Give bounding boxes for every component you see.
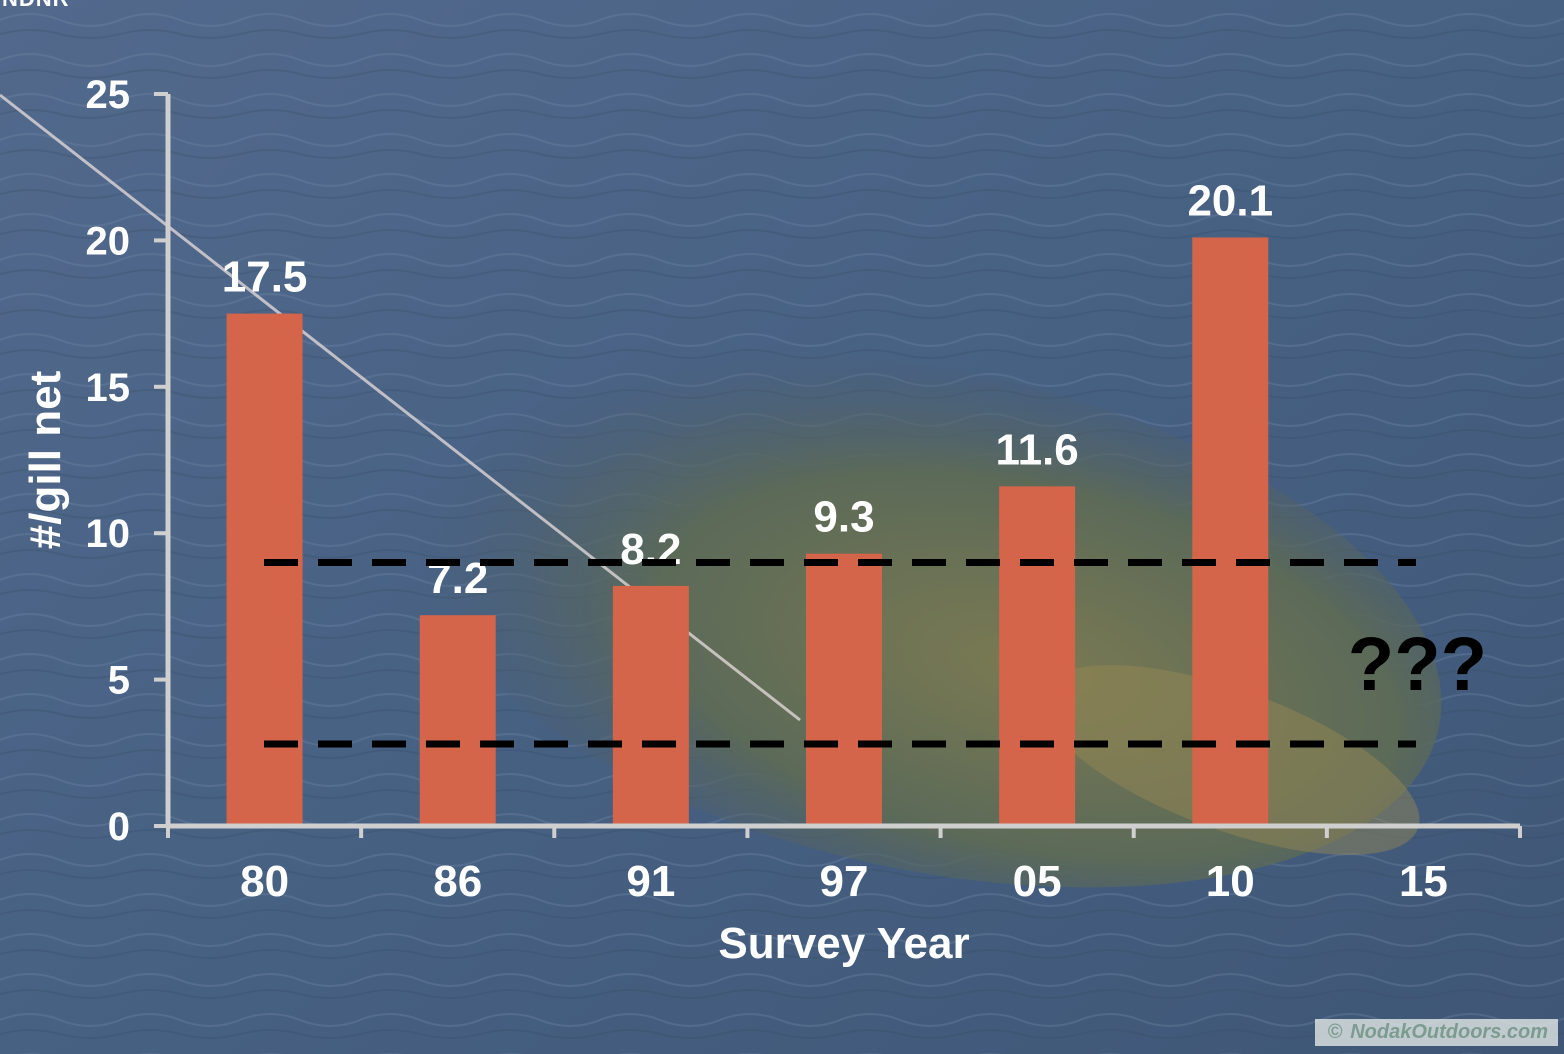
bar-97 bbox=[806, 553, 882, 826]
y-tick-label: 15 bbox=[86, 366, 131, 410]
data-label-10: 20.1 bbox=[1187, 176, 1273, 225]
annotation-question-marks: ??? bbox=[1348, 622, 1487, 707]
x-tick-label: 91 bbox=[626, 857, 675, 906]
bar-86 bbox=[419, 615, 496, 826]
bar-10 bbox=[1192, 237, 1269, 827]
x-tick-label: 80 bbox=[240, 857, 289, 906]
watermark: © NodakOutdoors.com bbox=[1315, 1019, 1558, 1046]
y-tick-label: 0 bbox=[108, 805, 130, 849]
watermark-text: NodakOutdoors.com bbox=[1350, 1021, 1548, 1043]
data-label-91: 8.2 bbox=[620, 525, 681, 574]
x-axis-title: Survey Year bbox=[718, 919, 969, 968]
copyright-symbol: © bbox=[1327, 1021, 1343, 1043]
bar-91 bbox=[612, 585, 689, 826]
y-tick-label: 5 bbox=[108, 659, 130, 703]
bar-80 bbox=[226, 313, 303, 827]
y-tick-label: 10 bbox=[86, 512, 131, 556]
x-tick-label: 97 bbox=[820, 857, 869, 906]
x-tick-label: 15 bbox=[1399, 857, 1448, 906]
y-axis-title: #/gill net bbox=[21, 370, 70, 549]
header-fragment: NDNR bbox=[2, 0, 70, 12]
x-tick-label: 10 bbox=[1206, 857, 1255, 906]
x-tick-label: 05 bbox=[1013, 857, 1062, 906]
bar-05 bbox=[999, 486, 1076, 826]
data-label-80: 17.5 bbox=[222, 253, 308, 302]
x-tick-label: 86 bbox=[433, 857, 482, 906]
y-tick-label: 25 bbox=[86, 73, 131, 117]
data-label-05: 11.6 bbox=[996, 425, 1079, 474]
data-label-97: 9.3 bbox=[813, 493, 874, 542]
y-tick-label: 20 bbox=[86, 219, 131, 263]
